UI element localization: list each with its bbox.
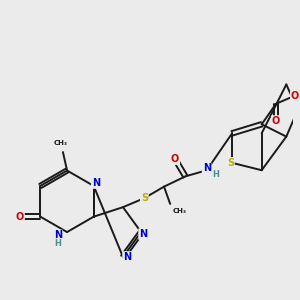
Text: H: H: [212, 170, 219, 179]
Text: S: S: [141, 193, 148, 203]
Text: N: N: [139, 229, 147, 239]
Text: N: N: [92, 178, 100, 188]
Text: H: H: [55, 239, 62, 248]
Text: N: N: [54, 230, 62, 240]
Text: O: O: [291, 92, 299, 101]
Text: N: N: [123, 252, 131, 262]
Text: CH₃: CH₃: [172, 208, 186, 214]
Text: S: S: [227, 158, 234, 168]
Text: O: O: [272, 116, 280, 126]
Text: O: O: [171, 154, 179, 164]
Text: N: N: [202, 163, 211, 173]
Text: CH₃: CH₃: [54, 140, 68, 146]
Text: O: O: [16, 212, 24, 222]
